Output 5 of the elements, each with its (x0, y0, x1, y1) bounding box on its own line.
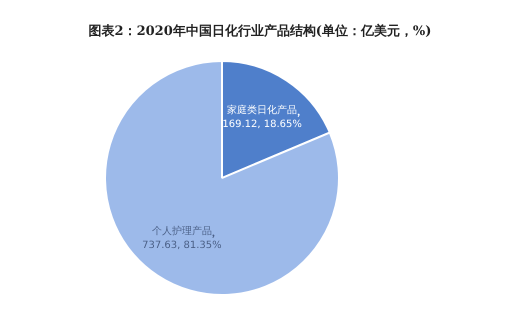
chart-title: 图表2：2020年中国日化行业产品结构(单位：亿美元，%) (88, 22, 432, 41)
data-label: 737.63, 81.35% (142, 240, 222, 252)
slice-label: 个人护理产品 (152, 225, 212, 238)
slice-label: 家庭类日化产品 (227, 104, 298, 116)
data-label: 169.12, 18.65% (222, 119, 302, 130)
